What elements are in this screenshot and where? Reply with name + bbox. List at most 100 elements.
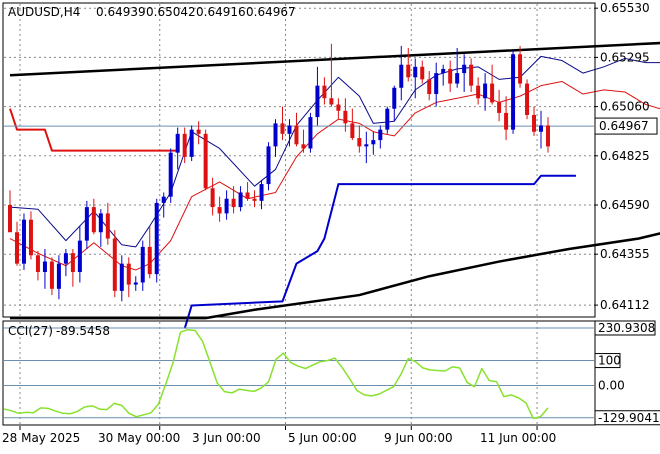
candle-up xyxy=(483,83,488,99)
fast-ma xyxy=(9,55,660,248)
time-tick-label: 11 Jun 00:00 xyxy=(480,431,556,445)
candle-up xyxy=(315,85,320,118)
candle-up xyxy=(441,68,446,74)
candle-up xyxy=(98,213,103,233)
candle-up xyxy=(371,140,376,145)
candle-down xyxy=(217,207,222,214)
cci-level-label: 100 xyxy=(598,354,621,368)
candle-down xyxy=(203,133,208,189)
candle-up xyxy=(259,184,264,201)
candle-up xyxy=(462,64,467,74)
candle-up xyxy=(539,125,544,132)
candle-down xyxy=(504,112,509,130)
candle-up xyxy=(273,123,278,147)
candle-down xyxy=(105,213,110,239)
candle-up xyxy=(21,219,26,264)
cci-level-label: 230.9308 xyxy=(598,321,655,335)
cci-label: CCI(27) xyxy=(8,324,53,338)
candle-down xyxy=(525,83,530,115)
cci-level-label: -129.9041 xyxy=(598,411,660,425)
candle-down xyxy=(231,198,236,208)
lower-trendline xyxy=(10,232,660,320)
candle-up xyxy=(175,133,180,153)
price-tick-label: 0.64590 xyxy=(600,198,650,212)
candle-up xyxy=(238,192,243,208)
candle-down xyxy=(245,192,250,199)
candle-down xyxy=(35,255,40,273)
candle-up xyxy=(77,240,82,273)
candle-up xyxy=(287,125,292,134)
candle-down xyxy=(357,138,362,147)
candle-up xyxy=(224,198,229,214)
candle-down xyxy=(476,85,481,99)
candle-up xyxy=(392,87,397,109)
ohlc-high: 0.65042 xyxy=(146,5,196,19)
candle-down xyxy=(280,123,285,134)
candle-down xyxy=(196,129,201,134)
candle-down xyxy=(8,205,12,233)
candle-down xyxy=(406,64,411,78)
candle-down xyxy=(350,123,355,139)
slow-ma xyxy=(9,80,660,271)
price-tick-label: 0.64825 xyxy=(600,149,650,163)
candle-down xyxy=(126,263,131,285)
candle-down xyxy=(469,64,474,86)
ohlc-low: 0.64916 xyxy=(196,5,246,19)
candle-up xyxy=(385,108,390,130)
candle-up xyxy=(378,129,383,141)
candle-down xyxy=(49,261,54,289)
candle-down xyxy=(252,198,257,201)
candle-up xyxy=(84,207,89,241)
price-tick-label: 0.64112 xyxy=(600,298,650,312)
current-price-label: 0.64967 xyxy=(599,119,649,133)
candle-up xyxy=(399,64,404,88)
candle-down xyxy=(343,110,348,124)
time-tick-label: 30 May 00:00 xyxy=(98,431,180,445)
candle-down xyxy=(518,54,523,84)
candle-down xyxy=(546,125,550,147)
symbol-label: AUDUSD,H4 xyxy=(8,5,80,19)
blue-step-line xyxy=(183,174,576,329)
candle-up xyxy=(434,73,439,95)
cci-level-label: 0.00 xyxy=(598,378,625,392)
candle-up xyxy=(266,146,271,185)
price-tick-label: 0.65530 xyxy=(600,1,650,15)
cci-pane-frame xyxy=(2,320,596,426)
candle-down xyxy=(70,253,75,273)
candle-up xyxy=(133,282,138,285)
overlay-layer xyxy=(4,41,660,329)
candle-up xyxy=(511,54,516,130)
candle-up xyxy=(56,263,61,289)
candle-down xyxy=(210,188,215,208)
candle-down xyxy=(14,232,19,264)
candle-down xyxy=(182,133,187,157)
candle-down xyxy=(322,85,327,99)
candle-down xyxy=(112,238,117,291)
ohlc-open: 0.64939 xyxy=(96,5,146,19)
price-tick-label: 0.64355 xyxy=(600,247,650,261)
upper-trendline xyxy=(9,41,660,77)
candle-down xyxy=(427,79,432,95)
candle-up xyxy=(364,144,369,147)
time-tick-label: 3 Jun 00:00 xyxy=(192,431,261,445)
cci-line xyxy=(3,328,549,420)
candle-down xyxy=(301,144,306,149)
price-tick-label: 0.65060 xyxy=(600,100,650,114)
candle-up xyxy=(140,246,145,283)
candle-down xyxy=(336,104,341,111)
candle-up xyxy=(455,73,460,84)
candle-down xyxy=(497,102,502,113)
candle-down xyxy=(28,219,33,256)
candles-layer xyxy=(8,43,550,302)
candle-down xyxy=(329,98,334,105)
candle-up xyxy=(42,261,47,273)
candle-up xyxy=(308,117,313,149)
candle-down xyxy=(532,114,537,132)
time-tick-label: 5 Jun 00:00 xyxy=(288,431,357,445)
candle-down xyxy=(147,246,152,275)
candle-up xyxy=(154,202,159,275)
candle-up xyxy=(189,129,194,157)
